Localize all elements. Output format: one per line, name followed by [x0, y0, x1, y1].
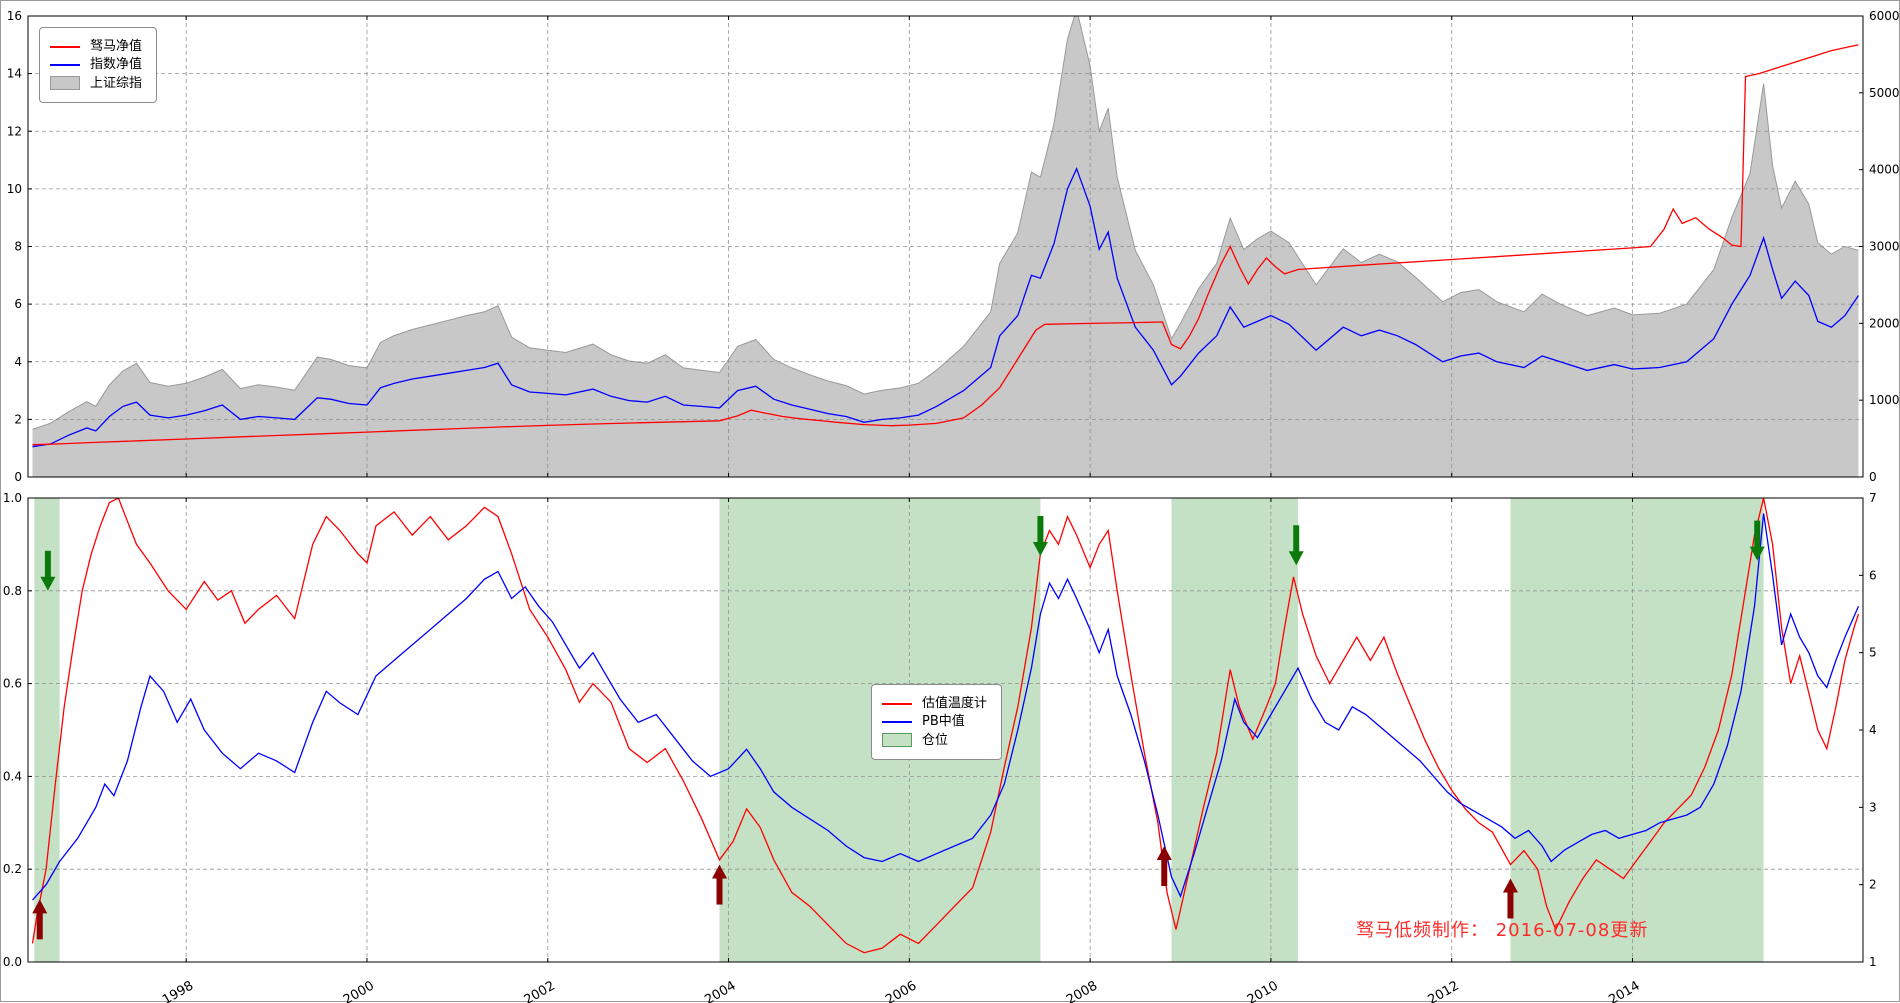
svg-text:3: 3 — [1869, 800, 1877, 814]
svg-text:2: 2 — [1869, 878, 1877, 892]
svg-text:2012: 2012 — [1426, 978, 1462, 1003]
svg-text:3000: 3000 — [1869, 240, 1900, 254]
svg-text:0.0: 0.0 — [3, 955, 22, 969]
svg-text:0.4: 0.4 — [3, 769, 22, 783]
svg-text:1000: 1000 — [1869, 393, 1900, 407]
svg-text:4000: 4000 — [1869, 163, 1900, 177]
blue-line-swatch — [882, 720, 912, 723]
svg-text:5000: 5000 — [1869, 86, 1900, 100]
svg-text:2: 2 — [14, 412, 22, 426]
svg-text:2008: 2008 — [1064, 978, 1100, 1003]
svg-text:10: 10 — [7, 182, 22, 196]
svg-text:2004: 2004 — [702, 978, 738, 1003]
legend-label: 指数净值 — [90, 57, 143, 72]
red-line-swatch — [50, 45, 80, 48]
legend-label: 估值温度计 — [922, 696, 988, 711]
legend-item-position: 仓位 — [882, 733, 987, 747]
svg-text:6: 6 — [14, 297, 22, 311]
legend-label: PB中值 — [922, 714, 965, 729]
svg-text:6000: 6000 — [1869, 9, 1900, 23]
legend-item-index-networth: 指数净值 — [50, 58, 142, 71]
legend-top-panel: 驽马净值 指数净值 上证综指 — [39, 27, 158, 103]
green-patch-swatch — [882, 733, 912, 747]
svg-text:12: 12 — [7, 124, 22, 138]
svg-text:0: 0 — [14, 470, 22, 484]
svg-text:2002: 2002 — [522, 978, 558, 1003]
legend-label: 仓位 — [922, 732, 949, 748]
legend-item-numa-networth: 驽马净值 — [50, 40, 142, 53]
legend-item-shanghai-composite: 上证综指 — [50, 76, 142, 90]
svg-text:2010: 2010 — [1245, 978, 1281, 1003]
svg-text:14: 14 — [7, 67, 22, 81]
svg-text:2006: 2006 — [883, 978, 919, 1003]
legend-item-pb-median: PB中值 — [882, 715, 987, 728]
svg-text:5: 5 — [1869, 646, 1877, 660]
svg-text:0.2: 0.2 — [3, 862, 22, 876]
svg-text:2000: 2000 — [341, 978, 377, 1003]
legend-bottom-panel: 估值温度计 PB中值 仓位 — [871, 684, 1003, 760]
svg-text:0.6: 0.6 — [3, 677, 22, 691]
svg-text:1998: 1998 — [160, 978, 196, 1003]
legend-item-valuation-thermometer: 估值温度计 — [882, 697, 987, 710]
svg-text:16: 16 — [7, 9, 22, 23]
legend-label: 驽马净值 — [90, 39, 143, 54]
blue-line-swatch — [50, 63, 80, 66]
red-line-swatch — [882, 702, 912, 705]
svg-text:0: 0 — [1869, 470, 1877, 484]
svg-text:4: 4 — [1869, 723, 1877, 737]
svg-text:1.0: 1.0 — [3, 491, 22, 505]
watermark-text: 驽马低频制作： 2016-07-08更新 — [1356, 920, 1649, 941]
svg-text:7: 7 — [1869, 491, 1877, 505]
svg-text:0.8: 0.8 — [3, 584, 22, 598]
gray-patch-swatch — [50, 76, 80, 90]
svg-text:1: 1 — [1869, 955, 1877, 969]
legend-label: 上证综指 — [90, 75, 143, 91]
svg-text:8: 8 — [14, 240, 22, 254]
svg-text:6: 6 — [1869, 568, 1877, 582]
svg-text:2014: 2014 — [1606, 978, 1642, 1003]
svg-text:2000: 2000 — [1869, 316, 1900, 330]
svg-text:4: 4 — [14, 355, 22, 369]
